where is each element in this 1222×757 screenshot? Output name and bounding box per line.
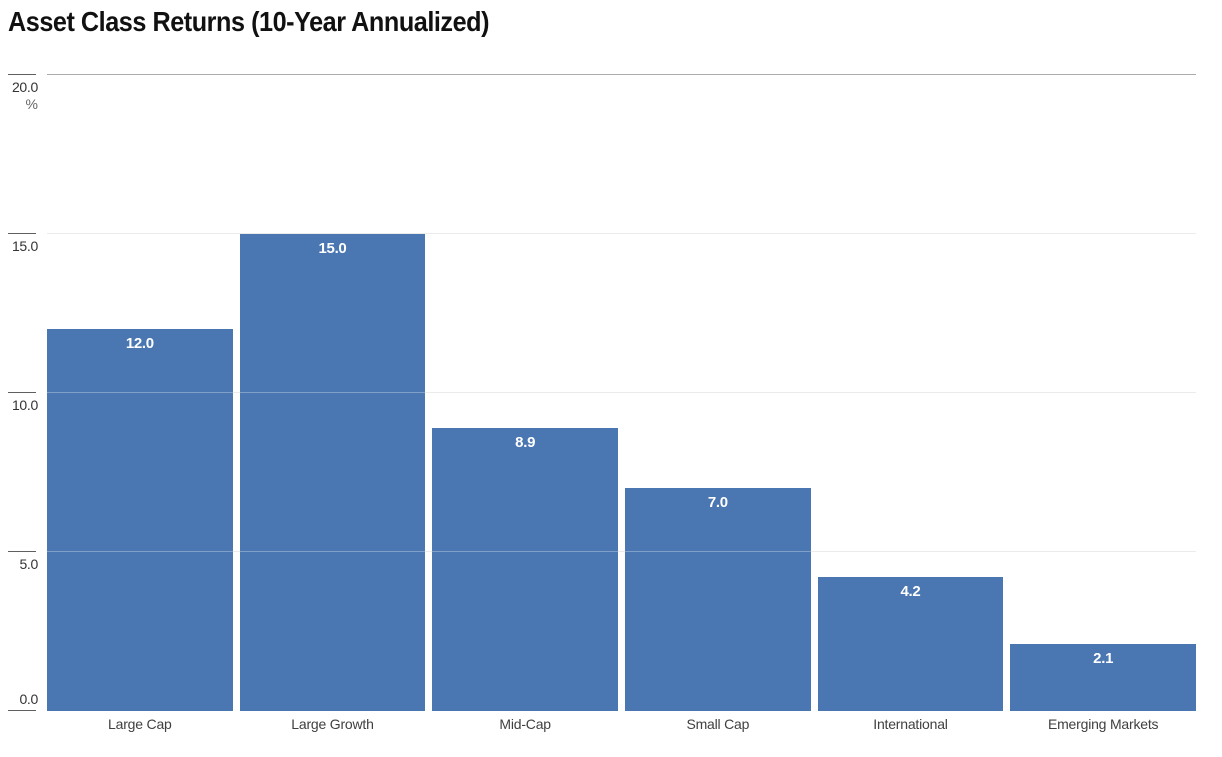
bar-large-growth: 15.0	[239, 234, 426, 711]
bar-value-label-large-growth: 15.0	[318, 240, 347, 257]
y-axis-tick-20.0	[8, 74, 36, 75]
y-axis-tick-label-0.0: 0.0	[19, 691, 38, 707]
bar-value-label-international: 4.2	[900, 583, 921, 601]
gridline-10.0	[47, 392, 1196, 393]
bar-value-label-mid-cap: 8.9	[515, 433, 536, 451]
bar-international: 4.2	[817, 577, 1004, 711]
gridline-20.0	[47, 74, 1196, 75]
gridline-overlay-15.0	[47, 233, 1196, 234]
y-axis-tick-5.0	[8, 551, 36, 552]
x-axis-category-label-large-cap: Large Cap	[108, 716, 172, 732]
x-axis-category-label-mid-cap: Mid-Cap	[499, 716, 551, 732]
x-axis-category-label-international: International	[873, 716, 948, 732]
bar-value-label-emerging-markets: 2.1	[1093, 650, 1114, 668]
y-axis-tick-10.0	[8, 392, 36, 393]
y-axis-tick-15.0	[8, 233, 36, 234]
gridline-15.0	[47, 233, 1196, 234]
gridline-overlay-10.0	[47, 392, 1196, 393]
y-axis-tick-0.0	[8, 710, 36, 711]
bar-value-label-large-cap: 12.0	[125, 335, 154, 353]
bar-large-cap: 12.0	[47, 329, 233, 711]
y-axis-tick-label-5.0: 5.0	[19, 556, 38, 572]
bar-emerging-markets: 2.1	[1010, 644, 1196, 711]
x-axis-category-label-emerging-markets: Emerging Markets	[1047, 716, 1159, 732]
bar-mid-cap: 8.9	[432, 427, 618, 711]
gridline-overlay-5.0	[47, 551, 1196, 552]
y-axis-tick-label-10.0: 10.0	[11, 397, 38, 413]
chart-title: Asset Class Returns (10-Year Annualized)	[8, 6, 490, 37]
y-axis-tick-label-15.0: 15.0	[11, 238, 38, 254]
bar-value-label-small-cap: 7.0	[707, 494, 728, 512]
y-axis-unit-label: %	[25, 96, 38, 112]
x-axis-category-label-small-cap: Small Cap	[686, 716, 750, 732]
x-axis-category-label-large-growth: Large Growth	[291, 716, 374, 732]
gridline-5.0	[47, 551, 1196, 552]
bar-small-cap: 7.0	[625, 488, 811, 711]
y-axis-tick-label-20.0: 20.0	[11, 79, 38, 95]
